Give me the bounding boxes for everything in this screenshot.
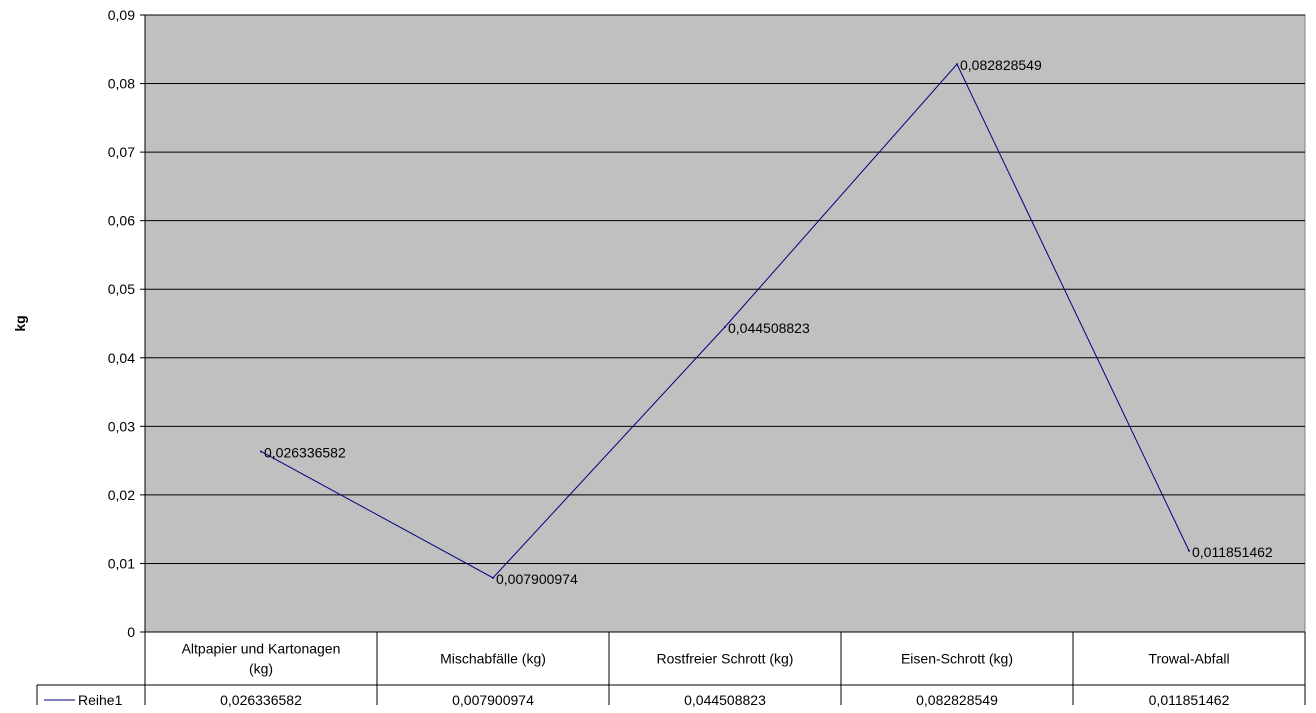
x-category-label: Altpapier und Kartonagen	[182, 641, 341, 657]
y-tick-label: 0,06	[108, 213, 135, 229]
y-tick-label: 0,04	[108, 350, 135, 366]
y-tick-label: 0,07	[108, 144, 135, 160]
table-value-cell: 0,007900974	[452, 692, 534, 708]
y-tick-label: 0,02	[108, 487, 135, 503]
y-tick-label: 0	[127, 624, 135, 640]
x-category-label: Mischabfälle (kg)	[440, 651, 546, 667]
data-point	[724, 325, 726, 328]
data-point	[260, 450, 262, 453]
data-label: 0,007900974	[496, 571, 578, 587]
table-value-cell: 0,011851462	[1149, 692, 1230, 708]
data-point	[1188, 549, 1190, 552]
x-category-label: Trowal-Abfall	[1148, 651, 1229, 667]
data-label: 0,044508823	[728, 320, 810, 336]
table-value-cell: 0,082828549	[916, 692, 998, 708]
data-label: 0,011851462	[1192, 544, 1273, 560]
legend-label: Reihe1	[78, 692, 123, 708]
data-point	[956, 63, 958, 66]
x-category-label: Eisen-Schrott (kg)	[901, 651, 1013, 667]
plot-area	[144, 14, 1306, 633]
y-axis-title: kg	[12, 315, 28, 331]
y-tick-label: 0,01	[108, 555, 135, 571]
y-tick-label: 0,08	[108, 76, 135, 92]
table-value-cell: 0,044508823	[684, 692, 766, 708]
data-label: 0,026336582	[264, 444, 346, 460]
y-tick-label: 0,09	[108, 7, 135, 23]
x-category-label: (kg)	[249, 661, 273, 677]
y-tick-label: 0,05	[108, 281, 135, 297]
data-label: 0,082828549	[960, 57, 1042, 73]
y-tick-label: 0,03	[108, 418, 135, 434]
x-category-label: Rostfreier Schrott (kg)	[657, 651, 794, 667]
data-point	[492, 576, 494, 579]
table-value-cell: 0,026336582	[220, 692, 302, 708]
